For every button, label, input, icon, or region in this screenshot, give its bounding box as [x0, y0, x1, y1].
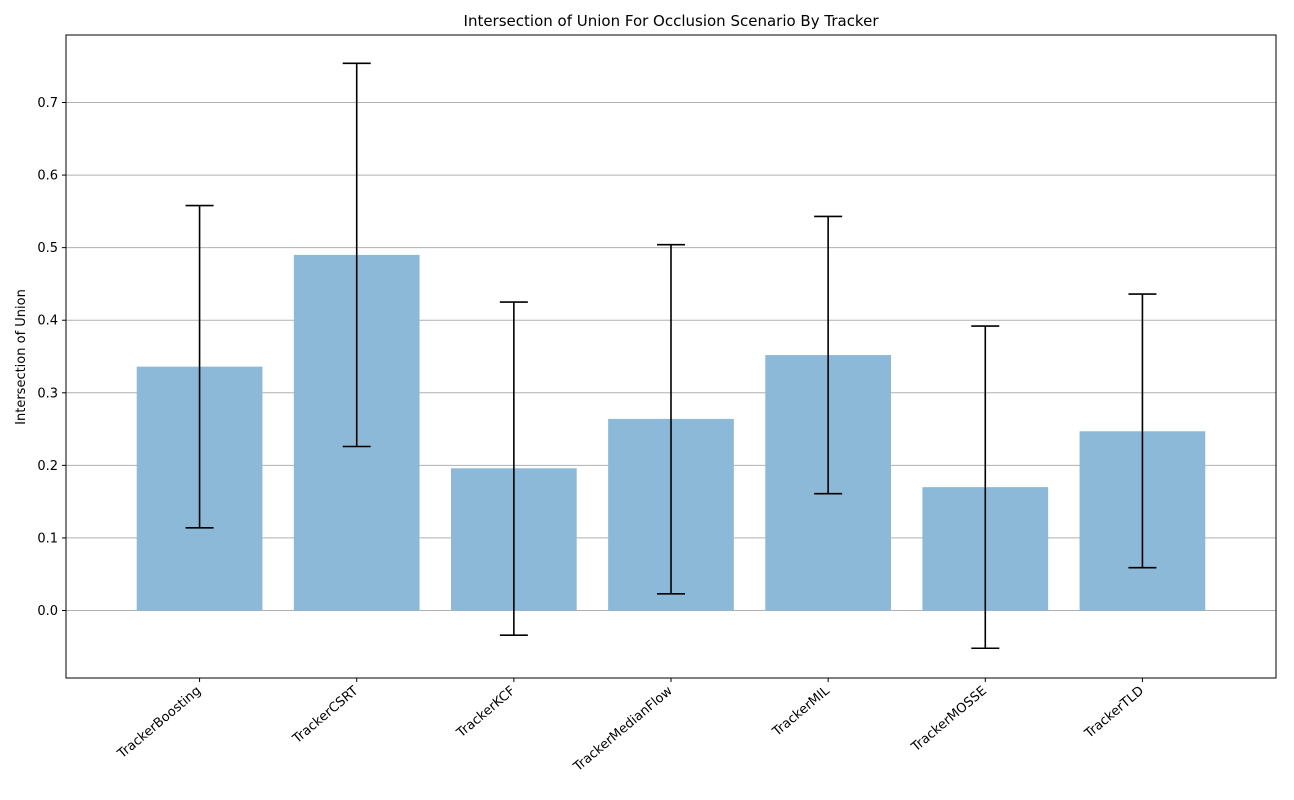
x-tick-label: TrackerMOSSE: [908, 684, 990, 756]
error-bar-layer: [185, 62, 1157, 650]
x-tick-label: TrackerMedianFlow: [570, 683, 676, 775]
y-tick-label: 0.0: [37, 604, 58, 619]
y-tick-label: 0.3: [37, 386, 58, 401]
y-tick-label: 0.5: [37, 241, 58, 256]
y-tick-label: 0.4: [37, 314, 58, 329]
x-tick-label: TrackerBoosting: [114, 684, 204, 763]
y-tick-label: 0.7: [37, 96, 58, 111]
chart-title: Intersection of Union For Occlusion Scen…: [464, 12, 880, 30]
x-tick-label: TrackerKCF: [453, 684, 518, 742]
x-tick-label: TrackerMIL: [769, 683, 833, 740]
y-tick-label: 0.2: [37, 459, 58, 474]
y-axis-label: Intersection of Union: [14, 289, 29, 425]
x-tick-label: TrackerCSRT: [289, 684, 361, 748]
y-axis-ticks: 0.0 0.1 0.2 0.3 0.4 0.5 0.6 0.7: [37, 96, 66, 619]
x-tick-label: TrackerTLD: [1081, 684, 1147, 742]
x-axis-ticks: TrackerBoosting TrackerCSRT TrackerKCF Trac…: [114, 678, 1147, 775]
y-tick-label: 0.1: [37, 531, 58, 546]
y-tick-label: 0.6: [37, 169, 58, 184]
